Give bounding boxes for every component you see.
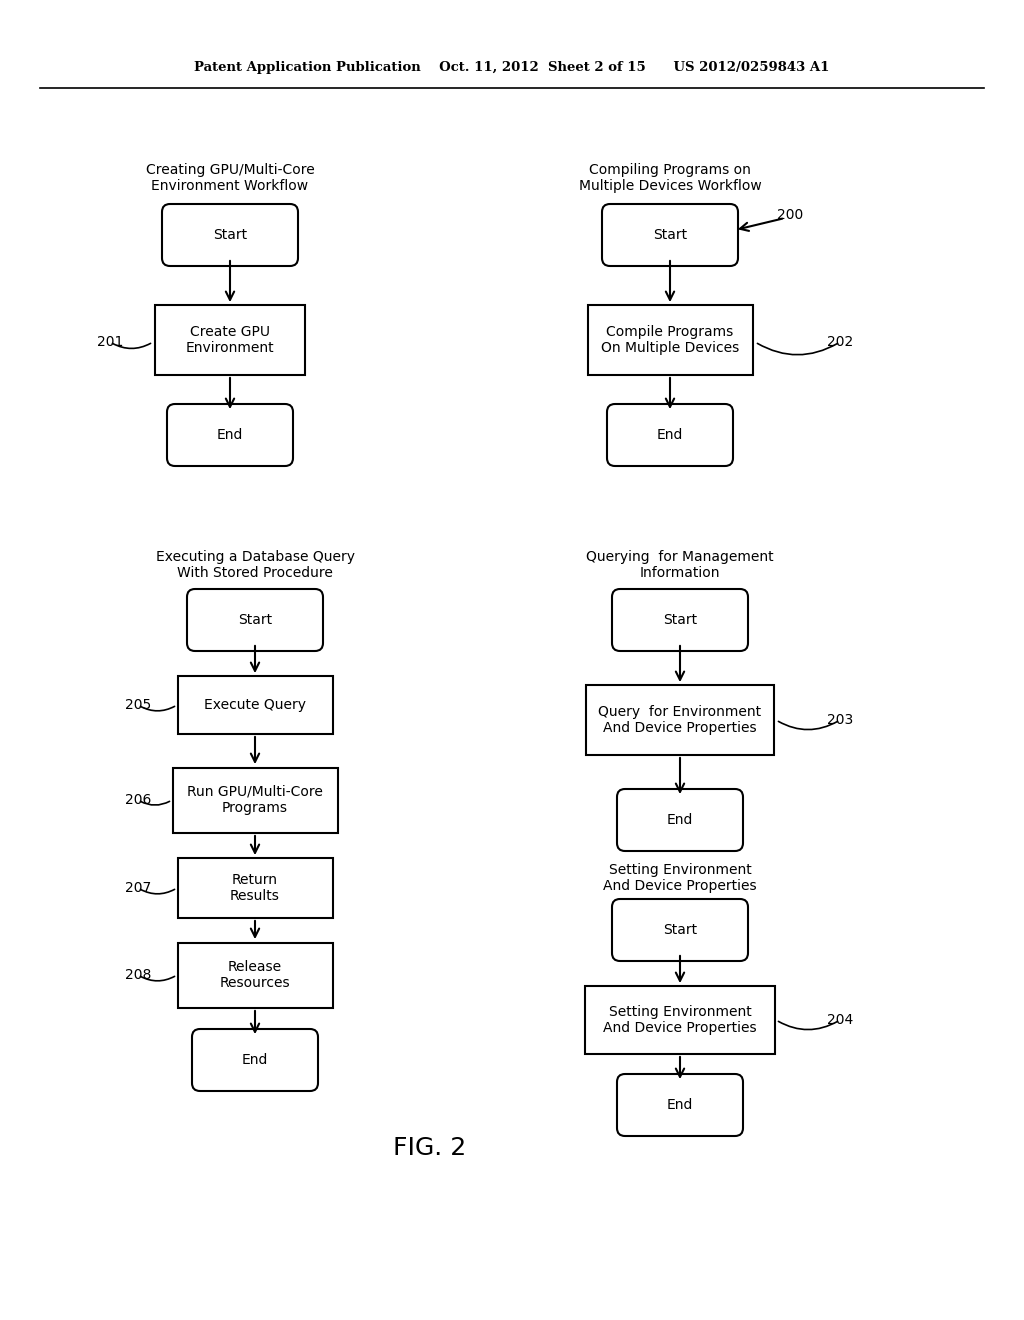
FancyBboxPatch shape <box>612 589 748 651</box>
Text: Create GPU
Environment: Create GPU Environment <box>185 325 274 355</box>
Text: Compiling Programs on
Multiple Devices Workflow: Compiling Programs on Multiple Devices W… <box>579 162 762 193</box>
Text: Querying  for Management
Information: Querying for Management Information <box>586 550 774 579</box>
Text: 208: 208 <box>125 968 152 982</box>
Text: End: End <box>242 1053 268 1067</box>
Text: End: End <box>667 813 693 828</box>
Text: Executing a Database Query
With Stored Procedure: Executing a Database Query With Stored P… <box>156 550 354 579</box>
Text: Execute Query: Execute Query <box>204 698 306 711</box>
Text: Release
Resources: Release Resources <box>220 960 291 990</box>
FancyBboxPatch shape <box>612 899 748 961</box>
Bar <box>177 676 333 734</box>
Text: Start: Start <box>653 228 687 242</box>
Text: Start: Start <box>238 612 272 627</box>
FancyBboxPatch shape <box>617 789 743 851</box>
Text: Start: Start <box>663 612 697 627</box>
Text: Start: Start <box>663 923 697 937</box>
Text: End: End <box>656 428 683 442</box>
Bar <box>177 942 333 1007</box>
Text: End: End <box>667 1098 693 1111</box>
Text: Query  for Environment
And Device Properties: Query for Environment And Device Propert… <box>598 705 762 735</box>
Text: Start: Start <box>213 228 247 242</box>
Text: 206: 206 <box>125 793 152 807</box>
Bar <box>586 685 774 755</box>
FancyBboxPatch shape <box>187 589 323 651</box>
Text: FIG. 2: FIG. 2 <box>393 1137 467 1160</box>
Text: Setting Environment
And Device Properties: Setting Environment And Device Propertie… <box>603 1005 757 1035</box>
Text: Setting Environment
And Device Properties: Setting Environment And Device Propertie… <box>603 863 757 894</box>
Text: Compile Programs
On Multiple Devices: Compile Programs On Multiple Devices <box>601 325 739 355</box>
Text: Run GPU/Multi-Core
Programs: Run GPU/Multi-Core Programs <box>187 785 323 814</box>
Text: 204: 204 <box>826 1012 853 1027</box>
Bar <box>172 767 338 833</box>
Text: 201: 201 <box>97 335 123 348</box>
FancyBboxPatch shape <box>193 1030 318 1092</box>
FancyBboxPatch shape <box>602 205 738 267</box>
Bar <box>177 858 333 917</box>
FancyBboxPatch shape <box>617 1074 743 1137</box>
Text: Patent Application Publication    Oct. 11, 2012  Sheet 2 of 15      US 2012/0259: Patent Application Publication Oct. 11, … <box>195 62 829 74</box>
FancyBboxPatch shape <box>162 205 298 267</box>
Text: 200: 200 <box>777 209 803 222</box>
Text: Return
Results: Return Results <box>230 873 280 903</box>
Bar <box>585 986 775 1053</box>
Bar <box>588 305 753 375</box>
Text: Creating GPU/Multi-Core
Environment Workflow: Creating GPU/Multi-Core Environment Work… <box>145 162 314 193</box>
Text: 202: 202 <box>826 335 853 348</box>
Bar <box>155 305 305 375</box>
Text: 205: 205 <box>125 698 152 711</box>
FancyBboxPatch shape <box>167 404 293 466</box>
Text: 203: 203 <box>826 713 853 727</box>
Text: End: End <box>217 428 243 442</box>
Text: 207: 207 <box>125 880 152 895</box>
FancyBboxPatch shape <box>607 404 733 466</box>
